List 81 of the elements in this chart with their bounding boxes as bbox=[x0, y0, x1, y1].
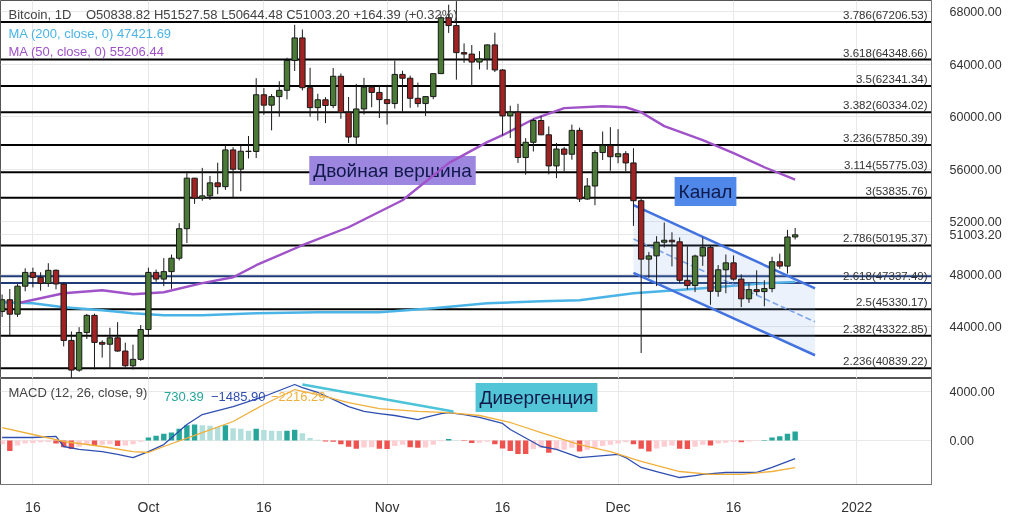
y-tick-label: 4000.00 bbox=[949, 384, 995, 399]
bar bbox=[30, 440, 36, 443]
ref-line-label: 3.382(60334.02) bbox=[843, 99, 928, 112]
ref-line-label: 3.5(62341.34) bbox=[855, 72, 928, 85]
bar bbox=[307, 438, 313, 441]
bar bbox=[784, 433, 791, 441]
y-tick-label: 68000.00 bbox=[949, 5, 1002, 20]
y-tick-label: 48000.00 bbox=[949, 267, 1002, 282]
ref-line-label: 3(53835.76) bbox=[865, 184, 928, 197]
bar bbox=[153, 435, 159, 441]
bar bbox=[723, 440, 729, 443]
ref-line-label: 3.236(57850.39) bbox=[843, 131, 928, 144]
bar bbox=[792, 431, 798, 441]
text: MACD (12, 26, close, 9) bbox=[8, 385, 148, 400]
bar bbox=[669, 440, 675, 446]
bar bbox=[215, 427, 221, 441]
bar bbox=[384, 440, 390, 450]
x-tick-label: Nov bbox=[374, 498, 400, 513]
bar bbox=[161, 433, 167, 441]
bar bbox=[638, 440, 644, 449]
text: MA (200, close, 0) 47421.69 bbox=[8, 26, 172, 41]
x-tick-label: 16 bbox=[25, 498, 41, 513]
bar bbox=[692, 440, 698, 447]
ref-line-label: 2.382(43322.85) bbox=[843, 322, 928, 335]
bar bbox=[291, 429, 298, 441]
bar bbox=[345, 440, 352, 447]
y-tick-label: 52000.00 bbox=[949, 215, 1002, 230]
ref-line-label: 2.236(40839.22) bbox=[843, 355, 928, 368]
text: Bitcoin, 1D bbox=[8, 7, 72, 22]
bar bbox=[276, 430, 282, 441]
bar bbox=[361, 440, 367, 448]
bar bbox=[253, 428, 259, 441]
bar bbox=[592, 440, 598, 448]
ref-line-label: 3.786(67206.53) bbox=[843, 9, 928, 22]
annotation: Канал bbox=[678, 181, 733, 202]
bar bbox=[284, 430, 290, 441]
x-tick-label: Oct bbox=[137, 498, 160, 513]
y-tick-label: 44000.00 bbox=[949, 320, 1002, 335]
annotation: Дивергенция bbox=[479, 387, 594, 408]
bar bbox=[422, 440, 429, 448]
ref-line-label: 3.618(64348.66) bbox=[843, 46, 928, 59]
x-tick-label: Dec bbox=[605, 498, 631, 513]
bar bbox=[646, 440, 652, 452]
bar bbox=[338, 440, 344, 445]
annotation: Двойная вершина bbox=[313, 160, 473, 181]
ref-line-label: 3.114(55775.03) bbox=[843, 159, 928, 172]
y-tick-label: 64000.00 bbox=[949, 57, 1002, 72]
bar bbox=[268, 430, 275, 441]
x-tick-label: 2022 bbox=[841, 498, 873, 513]
bar bbox=[492, 440, 498, 445]
x-tick-label: 16 bbox=[256, 498, 272, 513]
bar bbox=[107, 440, 113, 445]
bar bbox=[222, 425, 229, 441]
bar bbox=[615, 440, 621, 444]
bar bbox=[561, 440, 567, 450]
bar bbox=[661, 440, 667, 447]
x-tick-label: 16 bbox=[725, 498, 742, 513]
bar bbox=[238, 428, 244, 441]
y-tick-label: 0.00 bbox=[949, 434, 974, 449]
y-tick-label: 51003.20 bbox=[949, 228, 1002, 243]
bar bbox=[415, 440, 421, 448]
x-tick-label: 16 bbox=[494, 498, 511, 513]
bar bbox=[299, 433, 306, 441]
ref-line-label: 2.786(50195.37) bbox=[843, 232, 928, 245]
bar bbox=[207, 425, 213, 441]
bar bbox=[515, 440, 521, 454]
y-tick-label: 56000.00 bbox=[949, 162, 1002, 177]
bar bbox=[407, 440, 413, 448]
bar bbox=[769, 437, 775, 441]
bar bbox=[261, 430, 267, 441]
bar bbox=[130, 440, 136, 445]
bar bbox=[715, 440, 721, 444]
series-label: −1485.90 bbox=[211, 389, 266, 404]
y-tick-label: 60000.00 bbox=[949, 110, 1002, 125]
bar bbox=[230, 428, 236, 441]
bar bbox=[245, 430, 252, 441]
bar bbox=[145, 437, 152, 441]
bar bbox=[777, 436, 783, 441]
series-label: 730.39 bbox=[164, 389, 204, 404]
text: MA (50, close, 0) 55206.44 bbox=[8, 44, 164, 59]
ref-line-label: 2.5(45330.17) bbox=[855, 296, 928, 309]
